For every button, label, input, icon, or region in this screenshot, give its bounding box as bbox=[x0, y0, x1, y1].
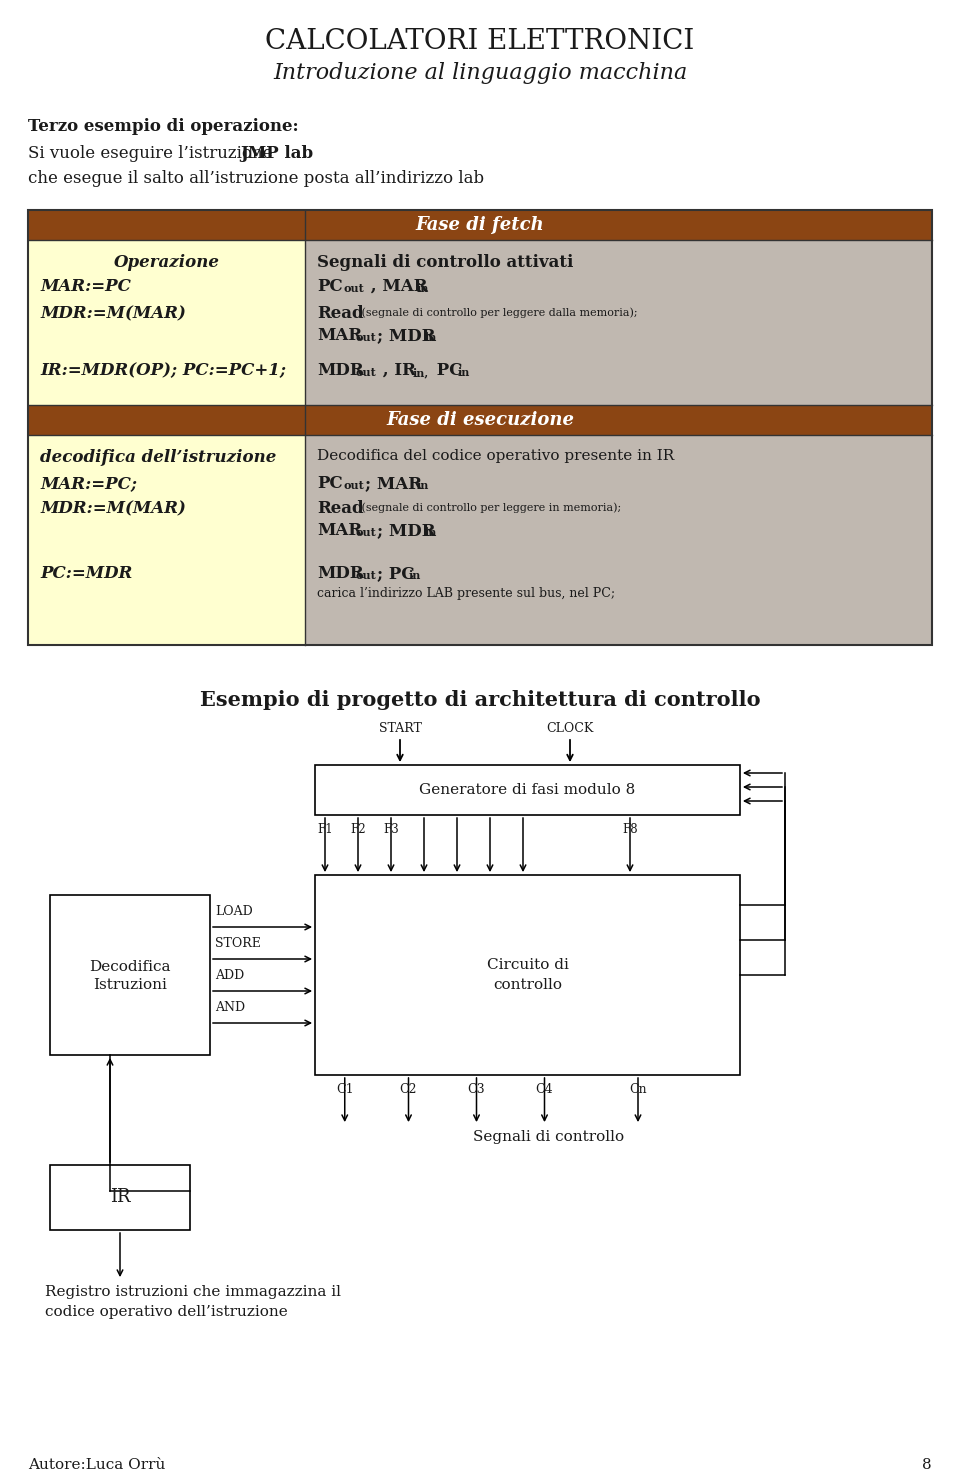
Text: MAR: MAR bbox=[317, 326, 362, 344]
Text: MAR:=PC;: MAR:=PC; bbox=[40, 475, 137, 492]
Text: CLOCK: CLOCK bbox=[546, 722, 593, 736]
Text: IR:=MDR(OP); PC:=PC+1;: IR:=MDR(OP); PC:=PC+1; bbox=[40, 362, 286, 380]
Text: Decodifica: Decodifica bbox=[89, 960, 171, 974]
Text: ADD: ADD bbox=[215, 968, 244, 982]
Text: JMP lab: JMP lab bbox=[240, 145, 313, 162]
Text: MAR:=PC: MAR:=PC bbox=[40, 277, 131, 295]
Text: PC: PC bbox=[431, 362, 463, 380]
Text: Istruzioni: Istruzioni bbox=[93, 977, 167, 992]
Text: F8: F8 bbox=[622, 823, 637, 836]
Text: C1: C1 bbox=[336, 1083, 353, 1096]
Text: PC:=MDR: PC:=MDR bbox=[40, 565, 132, 581]
Text: out: out bbox=[343, 480, 364, 491]
Text: MDR: MDR bbox=[317, 362, 364, 380]
Text: Autore:Luca Orrù: Autore:Luca Orrù bbox=[28, 1458, 165, 1473]
Text: controllo: controllo bbox=[493, 977, 562, 992]
Bar bbox=[50, 896, 210, 1054]
Text: ; MDR: ; MDR bbox=[377, 522, 436, 538]
Text: in: in bbox=[458, 366, 470, 378]
Text: Si vuole eseguire l’istruzione: Si vuole eseguire l’istruzione bbox=[28, 145, 277, 162]
Bar bbox=[28, 435, 305, 645]
Text: in: in bbox=[417, 283, 429, 294]
Text: in: in bbox=[417, 480, 429, 491]
Text: ; MAR: ; MAR bbox=[365, 475, 422, 492]
Text: Registro istruzioni che immagazzina il: Registro istruzioni che immagazzina il bbox=[45, 1284, 341, 1299]
Text: in: in bbox=[425, 332, 438, 343]
Text: Segnali di controllo: Segnali di controllo bbox=[473, 1130, 624, 1143]
Text: out: out bbox=[355, 526, 375, 538]
Bar bbox=[315, 875, 740, 1075]
Text: CALCOLATORI ELETTRONICI: CALCOLATORI ELETTRONICI bbox=[265, 28, 695, 55]
Text: (segnale di controllo per leggere in memoria);: (segnale di controllo per leggere in mem… bbox=[358, 503, 621, 513]
Bar bbox=[28, 405, 932, 435]
Text: Generatore di fasi modulo 8: Generatore di fasi modulo 8 bbox=[420, 783, 636, 796]
Text: STORE: STORE bbox=[215, 937, 261, 951]
Bar bbox=[305, 240, 932, 405]
Text: START: START bbox=[378, 722, 421, 736]
Bar bbox=[50, 1166, 190, 1229]
Text: carica l’indirizzo LAB presente sul bus, nel PC;: carica l’indirizzo LAB presente sul bus,… bbox=[317, 587, 615, 601]
Text: , IR: , IR bbox=[377, 362, 416, 380]
Text: PC: PC bbox=[317, 475, 343, 492]
Text: Esempio di progetto di architettura di controllo: Esempio di progetto di architettura di c… bbox=[200, 690, 760, 710]
Text: Operazione: Operazione bbox=[113, 254, 220, 271]
Bar bbox=[28, 240, 305, 405]
Text: decodifica dell’istruzione: decodifica dell’istruzione bbox=[40, 449, 276, 466]
Text: che esegue il salto all’istruzione posta all’indirizzo lab: che esegue il salto all’istruzione posta… bbox=[28, 171, 484, 187]
Text: Segnali di controllo attivati: Segnali di controllo attivati bbox=[317, 254, 573, 271]
Text: out: out bbox=[355, 332, 375, 343]
Text: Terzo esempio di operazione:: Terzo esempio di operazione: bbox=[28, 119, 299, 135]
Text: out: out bbox=[355, 366, 375, 378]
Text: in: in bbox=[425, 526, 438, 538]
Text: Cn: Cn bbox=[629, 1083, 647, 1096]
Text: in: in bbox=[409, 569, 421, 581]
Text: IR: IR bbox=[109, 1188, 131, 1207]
Text: (segnale di controllo per leggere dalla memoria);: (segnale di controllo per leggere dalla … bbox=[358, 307, 637, 317]
Text: , MAR: , MAR bbox=[365, 277, 427, 295]
Text: ; PC: ; PC bbox=[377, 565, 415, 581]
Text: Introduzione al linguaggio macchina: Introduzione al linguaggio macchina bbox=[273, 62, 687, 85]
Text: in,: in, bbox=[413, 366, 429, 378]
Text: codice operativo dell’istruzione: codice operativo dell’istruzione bbox=[45, 1305, 288, 1318]
Text: C2: C2 bbox=[399, 1083, 418, 1096]
Text: MDR:=M(MAR): MDR:=M(MAR) bbox=[40, 305, 186, 322]
Text: Read: Read bbox=[317, 500, 364, 518]
Text: C3: C3 bbox=[468, 1083, 486, 1096]
Bar bbox=[305, 435, 932, 645]
Text: MDR:=M(MAR): MDR:=M(MAR) bbox=[40, 500, 186, 518]
Text: PC: PC bbox=[317, 277, 343, 295]
Text: MDR: MDR bbox=[317, 565, 364, 581]
Text: F1: F1 bbox=[317, 823, 333, 836]
Text: F2: F2 bbox=[350, 823, 366, 836]
Text: MAR: MAR bbox=[317, 522, 362, 538]
Text: Decodifica del codice operativo presente in IR: Decodifica del codice operativo presente… bbox=[317, 449, 674, 463]
Text: F3: F3 bbox=[383, 823, 398, 836]
Text: C4: C4 bbox=[536, 1083, 553, 1096]
Text: Circuito di: Circuito di bbox=[487, 958, 568, 971]
Text: Read: Read bbox=[317, 305, 364, 322]
Bar bbox=[28, 211, 932, 645]
Text: out: out bbox=[343, 283, 364, 294]
Text: 8: 8 bbox=[923, 1458, 932, 1473]
Text: LOAD: LOAD bbox=[215, 905, 252, 918]
Text: Fase di esecuzione: Fase di esecuzione bbox=[386, 411, 574, 429]
Text: out: out bbox=[355, 569, 375, 581]
Text: Fase di fetch: Fase di fetch bbox=[416, 217, 544, 234]
Text: ; MDR: ; MDR bbox=[377, 326, 436, 344]
Text: AND: AND bbox=[215, 1001, 245, 1014]
Bar bbox=[315, 765, 740, 816]
Bar bbox=[28, 211, 932, 240]
